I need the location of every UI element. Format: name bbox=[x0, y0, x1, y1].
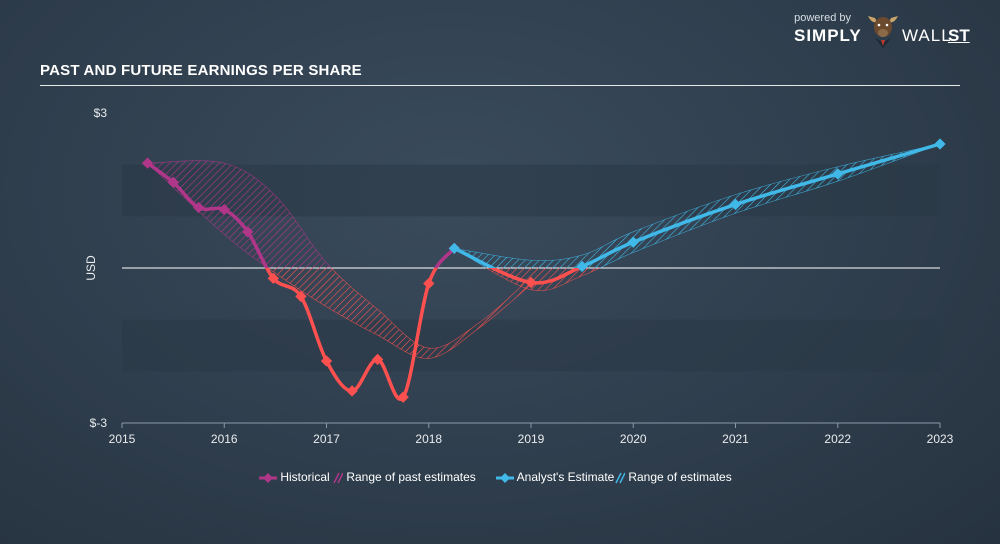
legend-item-range-estimates[interactable]: Range of estimates bbox=[615, 468, 732, 486]
analyst-s-estimate-point bbox=[576, 260, 588, 273]
brand-name-simply: SIMPLY bbox=[794, 26, 862, 45]
analyst-s-estimate-point bbox=[934, 138, 946, 150]
legend-line-marker-icon bbox=[496, 472, 514, 483]
legend-label: Range of estimates bbox=[628, 470, 732, 484]
chart-title: PAST AND FUTURE EARNINGS PER SHARE bbox=[40, 62, 362, 79]
historical-point bbox=[397, 391, 409, 403]
analyst-s-estimate-point bbox=[832, 168, 844, 180]
historical-point bbox=[295, 290, 307, 303]
y-axis-label: USD bbox=[84, 255, 98, 281]
brand-logo: powered by SIMPLY WALL ST bbox=[794, 10, 984, 54]
historical-point bbox=[242, 226, 254, 238]
legend-hatch-icon bbox=[615, 472, 626, 484]
historical-point bbox=[267, 272, 279, 284]
brand-name-wall: WALL bbox=[902, 26, 952, 45]
estimate-ranges bbox=[146, 143, 941, 359]
x-tick-label: 2017 bbox=[313, 432, 340, 446]
x-tick-label: 2022 bbox=[824, 432, 851, 446]
historical-point bbox=[346, 385, 358, 397]
powered-by-text: powered by bbox=[794, 12, 851, 24]
bull-head-icon bbox=[868, 16, 898, 48]
legend-hatch-icon bbox=[333, 472, 344, 484]
x-tick-label: 2019 bbox=[518, 432, 545, 446]
historical-point bbox=[423, 277, 435, 290]
range-of-past-estimates-band bbox=[146, 160, 332, 268]
brand-name-st: ST bbox=[948, 26, 970, 45]
x-tick-label: 2021 bbox=[722, 432, 749, 446]
historical-point bbox=[193, 201, 205, 214]
historical-point bbox=[320, 355, 333, 367]
x-tick-label: 2023 bbox=[927, 432, 954, 446]
series-markers bbox=[141, 138, 946, 403]
range-of-estimates-band bbox=[485, 268, 601, 291]
historical-point bbox=[218, 203, 230, 216]
historical-point bbox=[141, 157, 154, 169]
legend-item-range-past[interactable]: Range of past estimates bbox=[333, 468, 476, 486]
legend-label: Range of past estimates bbox=[346, 470, 476, 484]
grid-band bbox=[122, 319, 940, 372]
x-tick-label: 2015 bbox=[109, 432, 136, 446]
x-tick-label: 2018 bbox=[415, 432, 442, 446]
analyst-s-estimate-point bbox=[627, 236, 639, 248]
legend-item-analyst-estimate[interactable]: Analyst's Estimate bbox=[496, 468, 614, 486]
analyst-s-estimate-point bbox=[448, 242, 460, 255]
analyst-s-estimate-point bbox=[729, 198, 742, 211]
legend-line-marker-icon bbox=[259, 472, 277, 483]
title-divider bbox=[40, 85, 960, 86]
historical-line bbox=[264, 268, 439, 401]
legend: Historical Range of past estimates Analy… bbox=[0, 468, 1000, 486]
legend-label: Analyst's Estimate bbox=[516, 470, 615, 484]
historical-point bbox=[371, 353, 384, 366]
y-tick-label: $-3 bbox=[90, 416, 108, 430]
legend-item-historical[interactable]: Historical bbox=[259, 468, 330, 486]
analyst-s-estimate-point bbox=[525, 276, 537, 289]
y-tick-label: $3 bbox=[94, 106, 108, 120]
x-tick-label: 2016 bbox=[211, 432, 238, 446]
x-tick-label: 2020 bbox=[620, 432, 647, 446]
axis-labels: 2015 2016 2017 2018 2019 2020 2021 2022 2023 $3 $-… bbox=[84, 106, 954, 446]
historical-point bbox=[167, 176, 179, 188]
legend-label: Historical bbox=[280, 470, 330, 484]
